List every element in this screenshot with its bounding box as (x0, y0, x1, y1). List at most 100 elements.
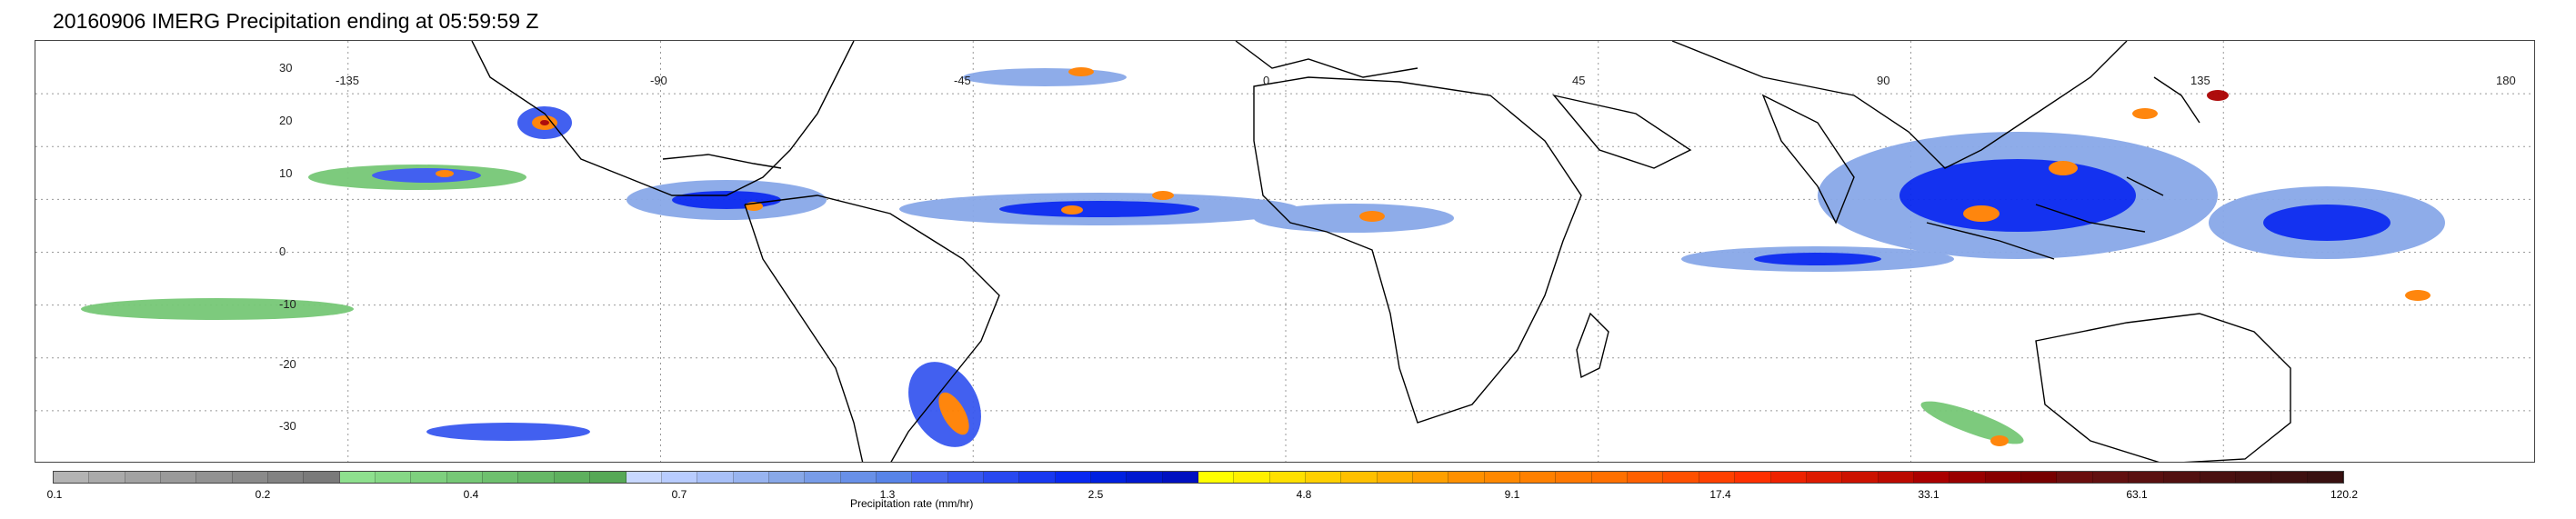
colorbar-segment (1413, 472, 1449, 483)
coastlines (471, 41, 2291, 462)
colorbar-tick-4: 1.3 (879, 488, 896, 501)
colorbar-segment (1127, 472, 1163, 483)
colorbar-segment (2271, 472, 2308, 483)
precip-band (2263, 205, 2391, 241)
colorbar-segment (1770, 472, 1807, 483)
precip-band (1899, 159, 2136, 232)
colorbar-segment (483, 472, 519, 483)
precip-cell (436, 170, 454, 177)
colorbar-segment (268, 472, 305, 483)
colorbar-segment (1090, 472, 1128, 483)
colorbar-segment (697, 472, 734, 483)
colorbar-segment (1520, 472, 1557, 483)
coastline-madagascar (1576, 312, 1609, 379)
colorbar-segment (411, 472, 447, 483)
colorbar-tick-1: 0.2 (255, 488, 271, 501)
precipitation-colorbar (53, 471, 2344, 484)
coastline-australia (2035, 313, 2291, 462)
precip-band (1920, 401, 2024, 444)
colorbar-segment (1377, 472, 1414, 483)
precip-band (672, 191, 781, 209)
chart-title: 20160906 IMERG Precipitation ending at 0… (53, 9, 539, 33)
lat-label-20: 20 (279, 114, 293, 127)
precip-cell (1990, 435, 2009, 446)
lon-label-minus45: -45 (954, 74, 971, 87)
precip-cell (540, 120, 549, 125)
coastline-north-america (471, 41, 855, 196)
colorbar-segment (590, 472, 626, 483)
lon-label-135: 135 (2190, 74, 2210, 87)
lat-label-minus10: -10 (279, 297, 296, 311)
precip-band (963, 68, 1127, 86)
precip-band (1254, 204, 1454, 233)
colorbar-segment (768, 472, 806, 483)
lat-label-minus20: -20 (279, 357, 296, 371)
colorbar-segment (1913, 472, 1950, 483)
colorbar-segment (1878, 472, 1914, 483)
coastline-japan (2153, 76, 2200, 124)
precip-band (999, 201, 1199, 217)
lon-label-minus90: -90 (650, 74, 667, 87)
lon-label-0: 0 (1263, 74, 1270, 87)
colorbar-segment (1341, 472, 1378, 483)
colorbar-segment (54, 472, 90, 483)
colorbar-tick-5: 2.5 (1088, 488, 1104, 501)
colorbar-segment (1735, 472, 1771, 483)
colorbar-segment (518, 472, 555, 483)
colorbar-segment (554, 472, 591, 483)
precip-band (81, 298, 354, 320)
precip-cell (2405, 290, 2431, 301)
coastline-india (1761, 94, 1855, 225)
precip-cell (2049, 161, 2078, 175)
colorbar-segment (2020, 472, 2058, 483)
coastline-south-america (744, 195, 1000, 462)
colorbar-tick-7: 9.1 (1504, 488, 1520, 501)
colorbar-segment (983, 472, 1020, 483)
colorbar-segment (1985, 472, 2021, 483)
colorbar-segment (876, 472, 913, 483)
colorbar-tick-8: 17.4 (1709, 488, 1731, 501)
precip-band (372, 168, 481, 183)
lon-label-minus135: -135 (336, 74, 360, 87)
precipitation-map: 30 20 10 0 -10 -20 -30 -135 -90 -45 0 45… (35, 40, 2535, 463)
colorbar-segment (2307, 472, 2343, 483)
coastline-europe (1235, 41, 1418, 78)
colorbar-segment (805, 472, 841, 483)
colorbar-segment (840, 472, 877, 483)
colorbar-tick-6: 4.8 (1296, 488, 1312, 501)
coastline-caribbean (662, 154, 782, 169)
colorbar-tick-2: 0.4 (463, 488, 479, 501)
precip-cell (2207, 90, 2229, 101)
precip-cell (938, 392, 969, 435)
colorbar-segment (446, 472, 484, 483)
colorbar-segment (2200, 472, 2236, 483)
colorbar-segment (339, 472, 376, 483)
precip-cell (1963, 205, 2000, 222)
colorbar-segment (1019, 472, 1056, 483)
precip-cell (1061, 205, 1083, 215)
colorbar-segment (1162, 472, 1198, 483)
colorbar-segment (1699, 472, 1736, 483)
lat-label-30: 30 (279, 61, 293, 75)
colorbar-segment (2128, 472, 2165, 483)
colorbar-segment (304, 472, 340, 483)
colorbar-segment (2057, 472, 2093, 483)
colorbar-tick-11: 120.2 (2330, 488, 2359, 501)
colorbar-segment (232, 472, 269, 483)
lon-label-45: 45 (1572, 74, 1586, 87)
colorbar-segment (1484, 472, 1521, 483)
colorbar-segment (947, 472, 984, 483)
colorbar-tick-10: 63.1 (2126, 488, 2148, 501)
colorbar-segment (2164, 472, 2200, 483)
colorbar-segment (161, 472, 197, 483)
colorbar-tick-0: 0.1 (46, 488, 63, 501)
lat-label-10: 10 (279, 166, 293, 180)
colorbar-tick-3: 0.7 (671, 488, 687, 501)
colorbar-segment (376, 472, 412, 483)
colorbar-segment (196, 472, 233, 483)
lon-label-90: 90 (1877, 74, 1890, 87)
map-gridlines (35, 41, 2534, 462)
colorbar-segment (1055, 472, 1091, 483)
colorbar-segment (1663, 472, 1699, 483)
precip-band (426, 423, 590, 441)
